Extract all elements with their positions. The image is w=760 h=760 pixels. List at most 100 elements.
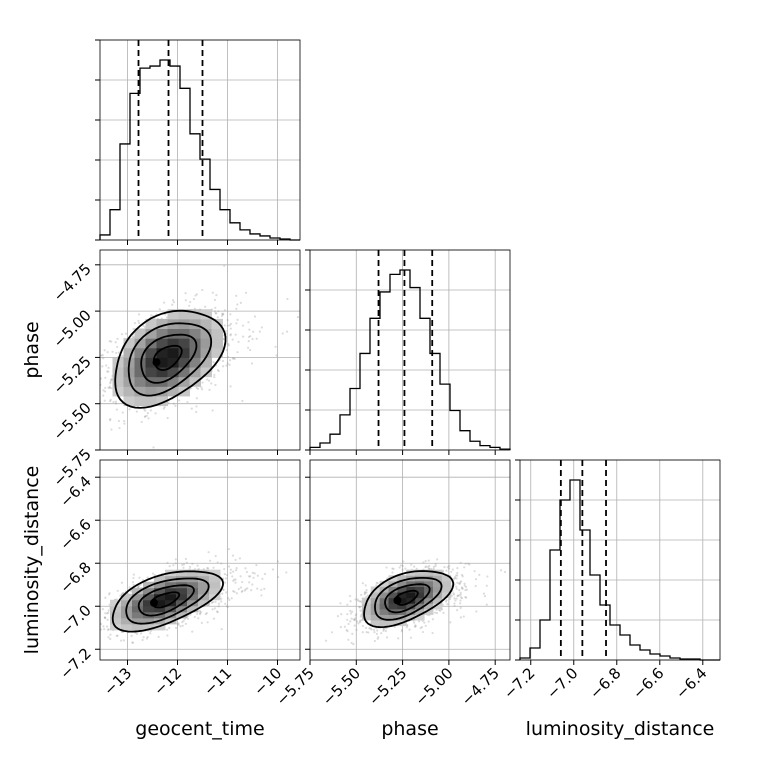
scatter-point — [120, 639, 123, 642]
panel-content — [324, 558, 507, 646]
scatter-point — [215, 312, 218, 315]
density-cell — [379, 603, 390, 610]
scatter-point — [415, 567, 418, 570]
scatter-point — [239, 586, 243, 589]
scatter-point — [182, 566, 185, 569]
scatter-point — [224, 577, 228, 580]
scatter-point — [404, 567, 407, 570]
scatter-point — [200, 621, 203, 625]
scatter-point — [137, 585, 140, 588]
scatter-point — [150, 314, 153, 317]
scatter-point — [116, 337, 119, 340]
density-cell — [415, 614, 425, 621]
tick-label-x: −4.75 — [458, 664, 503, 709]
density-cell — [370, 620, 381, 627]
scatter-point — [255, 337, 258, 340]
scatter-point — [355, 613, 358, 616]
scatter-point — [357, 599, 360, 602]
density-cell — [145, 367, 157, 378]
scatter-point — [110, 377, 113, 380]
contour-line — [363, 570, 455, 629]
scatter-point — [358, 600, 361, 603]
density-cell — [134, 347, 146, 358]
scatter-point — [450, 594, 454, 597]
density-cell — [176, 569, 188, 577]
tick-label-x: −5.50 — [319, 664, 364, 709]
scatter-point — [384, 629, 387, 633]
scatter-point — [171, 299, 175, 302]
scatter-point — [130, 634, 133, 637]
scatter-point — [93, 385, 95, 387]
scatter-point — [263, 587, 266, 590]
scatter-point — [172, 402, 175, 405]
scatter-point — [405, 626, 408, 629]
density-cell — [415, 608, 425, 615]
density-cell — [388, 620, 398, 627]
scatter-point — [260, 594, 263, 597]
scatter-point — [216, 611, 219, 614]
density-cell — [143, 623, 155, 631]
histogram-step — [99, 59, 300, 241]
scatter-point — [109, 417, 112, 421]
tick-label-y: −7.2 — [56, 644, 94, 682]
scatter-point — [116, 589, 119, 592]
scatter-point — [453, 577, 457, 580]
scatter-point — [434, 564, 437, 568]
scatter-point — [221, 359, 225, 363]
scatter-point — [456, 594, 459, 597]
scatter-point — [459, 580, 463, 583]
scatter-point — [97, 400, 99, 402]
density-cell — [198, 593, 210, 601]
scatter-point — [324, 639, 328, 642]
density-cell — [432, 597, 443, 604]
scatter-point — [107, 628, 110, 631]
scatter-point — [247, 321, 250, 324]
scatter-point — [142, 324, 145, 328]
scatter-point — [435, 611, 439, 615]
scatter-point — [189, 387, 193, 390]
scatter-point — [208, 388, 211, 391]
scatter-point — [212, 361, 215, 364]
scatter-point — [363, 593, 366, 596]
ylabel-phase: phase — [21, 321, 43, 378]
density-cell — [112, 367, 124, 378]
scatter-point — [244, 588, 247, 591]
scatter-point — [376, 637, 379, 640]
density-cell — [379, 608, 390, 615]
density-cell — [397, 597, 407, 604]
density-cell — [415, 586, 425, 593]
scatter-point — [106, 628, 110, 631]
scatter-point — [214, 383, 217, 387]
scatter-point — [456, 609, 459, 612]
density-cell — [189, 318, 201, 330]
density-cell — [406, 614, 416, 621]
scatter-point — [208, 559, 212, 562]
density-cell — [178, 347, 190, 358]
density-cell — [200, 338, 212, 349]
scatter-point — [263, 572, 267, 576]
scatter-point — [464, 562, 467, 565]
scatter-point — [128, 408, 131, 411]
scatter-point — [393, 625, 396, 628]
density-cell — [143, 617, 155, 625]
scatter-point — [114, 400, 118, 403]
scatter-point — [271, 568, 275, 571]
scatter-point — [215, 610, 219, 613]
scatter-point — [459, 581, 462, 584]
scatter-point — [252, 576, 255, 579]
density-cell — [134, 328, 146, 339]
scatter-point — [242, 335, 245, 338]
scatter-point — [226, 605, 229, 609]
tick-label-y: −5.50 — [50, 399, 95, 444]
scatter-point — [213, 298, 216, 301]
scatter-point — [145, 637, 149, 640]
scatter-point — [171, 303, 174, 306]
scatter-point — [109, 398, 112, 401]
scatter-point — [100, 377, 102, 380]
scatter-point — [214, 600, 217, 603]
scatter-point — [444, 600, 448, 603]
density-cell — [154, 581, 166, 589]
scatter-point — [453, 597, 456, 600]
scatter-point — [459, 606, 462, 609]
scatter-point — [368, 627, 371, 630]
